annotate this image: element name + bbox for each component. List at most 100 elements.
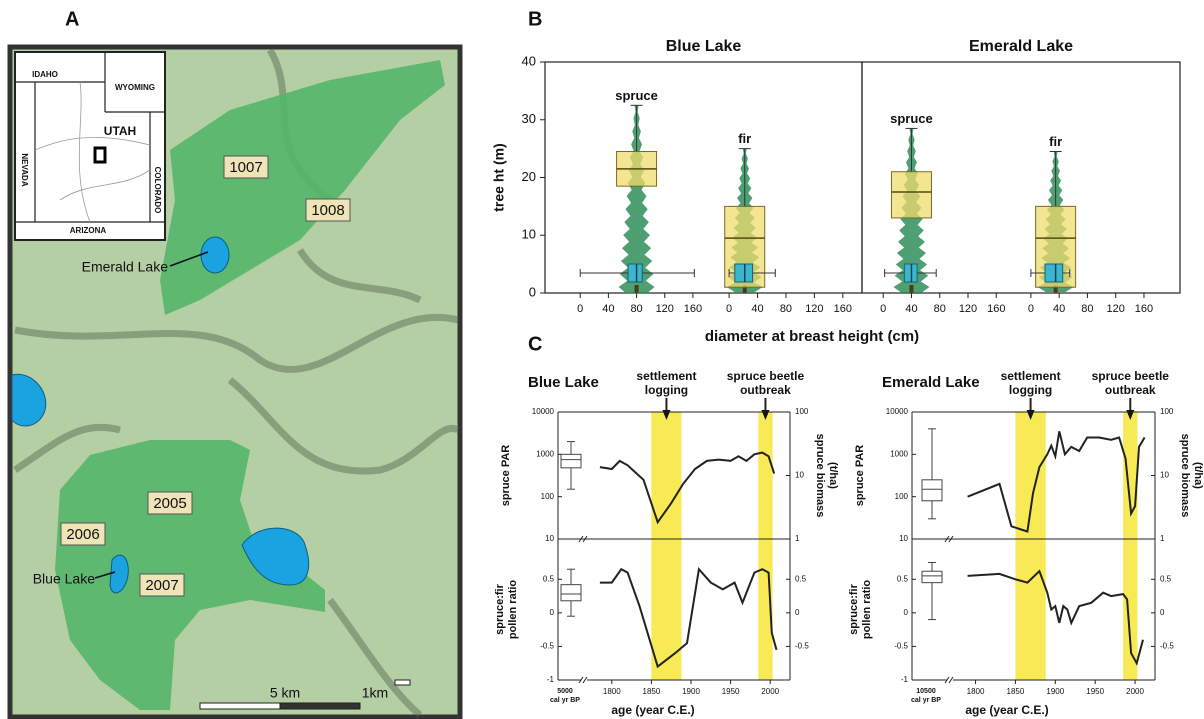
label-box [223, 155, 269, 179]
species-label: fir [738, 131, 751, 146]
label-box [147, 491, 193, 515]
lake [109, 554, 129, 594]
x-tick-label: 160 [1135, 303, 1153, 315]
tree-trunk [1053, 285, 1058, 293]
label-box [60, 522, 106, 546]
axis-break [944, 676, 950, 684]
x-tick-label: 120 [1107, 303, 1125, 315]
state-label: NEVADA [20, 153, 29, 186]
data-line [967, 431, 1146, 533]
y-tick-label: 0 [904, 608, 909, 617]
scale-bar [279, 702, 361, 710]
baseline-label: 10500 [916, 688, 936, 695]
axis-break [948, 676, 954, 684]
event-band [1015, 412, 1046, 680]
y2-tick-label: 0 [1160, 608, 1165, 617]
dbh-box [627, 263, 643, 283]
dbh-box [1044, 263, 1064, 283]
y-axis-label: spruce PAR [500, 445, 512, 507]
y-tick-label: 0.5 [543, 574, 555, 583]
panel-letter: A [65, 8, 79, 30]
y-tick-label: 20 [522, 169, 536, 184]
x-tick-label: 40 [1053, 303, 1065, 315]
y2-tick-label: 0.5 [1160, 574, 1172, 583]
x-tick-label: 80 [934, 303, 946, 315]
x-tick-label: 1850 [1007, 687, 1025, 696]
baseline-label: cal yr BP [550, 697, 580, 704]
plot-label: 1008 [311, 202, 344, 219]
y-tick-label: 0 [529, 284, 536, 299]
x-tick-label: 0 [880, 303, 886, 315]
map: 1007 1008 2005 2006 2007 Emerald Lake Bl… [7, 44, 463, 719]
x-tick-label: 1900 [682, 687, 700, 696]
species-label: fir [1049, 134, 1062, 149]
state-label: COLORADO [153, 167, 162, 214]
band-annotation: spruce beetle [1092, 369, 1170, 383]
y-tick-label: 100 [541, 492, 555, 501]
lake-label: Blue Lake [33, 571, 95, 587]
band-annotation: spruce beetle [727, 369, 805, 383]
y-tick-label: 40 [522, 53, 536, 68]
x-tick-label: 1900 [1046, 687, 1064, 696]
y-tick-label: 0 [550, 608, 555, 617]
tree-trunk [634, 285, 639, 293]
lake [200, 236, 230, 274]
x-tick-label: 1950 [1086, 687, 1104, 696]
scale-bar [199, 702, 281, 710]
x-tick-label: 1800 [967, 687, 985, 696]
x-tick-label: 2000 [761, 687, 779, 696]
x-tick-label: 80 [780, 303, 792, 315]
x-tick-label: 120 [805, 303, 823, 315]
event-band [651, 412, 682, 680]
y2-axis-label: spruce biomass [1179, 434, 1191, 518]
y-tick-label: -1 [547, 675, 555, 684]
box [921, 479, 943, 502]
scale-bar [394, 679, 411, 686]
height-box [890, 171, 932, 219]
y-tick-label: 1000 [536, 449, 554, 458]
x-axis-label: age (year C.E.) [611, 703, 694, 717]
axis-break [578, 676, 584, 684]
lake [241, 527, 310, 586]
plot-label: 1007 [229, 159, 262, 176]
axis-break-gap [581, 677, 587, 683]
y2-axis-label: spruce biomass [814, 434, 826, 518]
y-axis-label: spruce:fir [494, 583, 506, 634]
scale-label: 5 km [270, 685, 300, 701]
y-axis-label: pollen ratio [507, 580, 519, 640]
leader-line [169, 251, 209, 267]
y-tick-label: 30 [522, 111, 536, 126]
y2-axis-label: (t/ha) [827, 462, 839, 489]
band-annotation: logging [645, 383, 688, 397]
x-tick-label: 160 [684, 303, 702, 315]
x-tick-label: 40 [905, 303, 917, 315]
plot-frame [544, 61, 863, 294]
forest-area [55, 440, 325, 710]
baseline-label: cal yr BP [911, 697, 941, 704]
state-label: WYOMING [115, 83, 155, 92]
y2-tick-label: 100 [1160, 407, 1174, 416]
chart-title: Emerald Lake [969, 38, 1073, 55]
x-tick-label: 120 [656, 303, 674, 315]
dbh-box [734, 263, 754, 283]
study-area [93, 146, 107, 164]
data-line [967, 569, 1144, 666]
x-tick-label: 0 [1028, 303, 1034, 315]
y-tick-label: 0.5 [897, 574, 909, 583]
band-annotation: outbreak [1105, 383, 1156, 397]
x-axis-label: diameter at breast height (cm) [705, 328, 919, 345]
data-line [599, 451, 776, 525]
y2-tick-label: -0.5 [1160, 642, 1174, 651]
species-label: spruce [890, 111, 933, 126]
lake-label: Emerald Lake [82, 259, 169, 275]
lake [11, 373, 47, 427]
state-label: UTAH [104, 124, 136, 138]
axis-break-gap [947, 677, 953, 683]
y-tick-label: -0.5 [894, 642, 908, 651]
y-tick-label: 10000 [886, 407, 909, 416]
y-tick-label: 10 [522, 227, 536, 242]
y2-tick-label: 10 [1160, 471, 1169, 480]
x-tick-label: 0 [726, 303, 732, 315]
box [921, 570, 943, 584]
